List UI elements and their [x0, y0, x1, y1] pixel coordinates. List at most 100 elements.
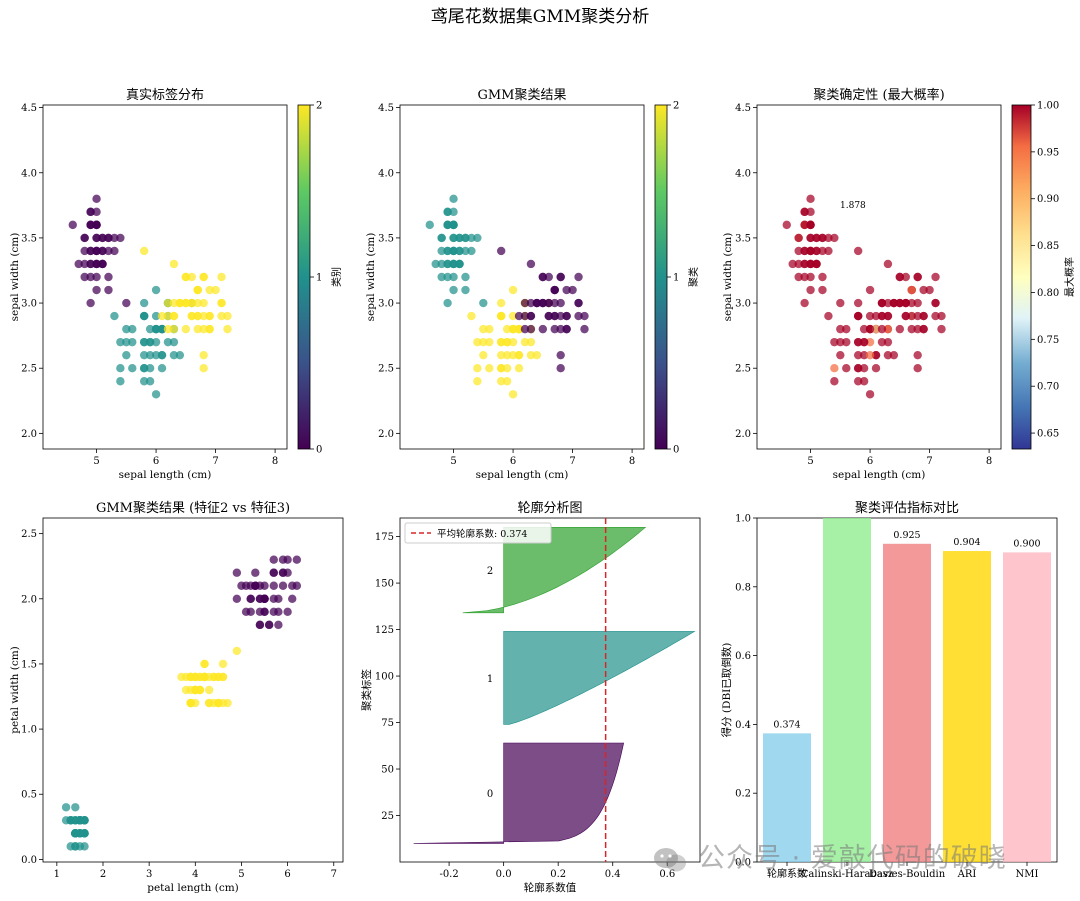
data-point — [177, 672, 186, 682]
data-point — [139, 350, 149, 360]
data-point — [544, 298, 553, 308]
data-point — [169, 350, 179, 360]
x-axis-label: sepal length (cm) — [833, 469, 926, 481]
y-tick-label: 1.0 — [735, 514, 751, 525]
y-tick-label: 4.5 — [378, 103, 394, 114]
data-point — [455, 233, 464, 243]
data-point — [562, 285, 571, 295]
data-point — [467, 233, 476, 243]
data-point — [853, 377, 863, 386]
data-point — [806, 285, 815, 295]
data-point — [496, 311, 506, 321]
y-axis-label: sepal width (cm) — [722, 233, 734, 322]
y-tick-label: 2.0 — [378, 429, 394, 440]
x-axis-label: sepal length (cm) — [119, 469, 212, 481]
data-point — [246, 581, 255, 590]
data-point — [925, 285, 934, 295]
data-point — [865, 390, 875, 399]
data-point — [800, 246, 809, 256]
data-point — [255, 607, 265, 617]
x-tick-label: 7 — [569, 456, 575, 467]
colorbar — [654, 104, 668, 450]
data-point — [260, 594, 269, 603]
data-point — [479, 324, 488, 334]
x-tick-label: 0.0 — [496, 869, 512, 880]
data-point — [818, 246, 827, 256]
data-point — [865, 350, 875, 360]
data-point — [116, 377, 125, 386]
data-point — [568, 285, 577, 295]
data-point — [116, 364, 125, 373]
data-point — [937, 324, 946, 334]
data-point — [232, 594, 242, 603]
x-tick-label: 7 — [926, 456, 932, 467]
data-point — [461, 246, 470, 256]
x-tick-label: NMI — [1016, 869, 1039, 880]
data-point — [550, 324, 559, 334]
data-point — [842, 364, 851, 373]
data-point — [139, 364, 149, 373]
x-tick-label: 5 — [93, 456, 99, 467]
data-point — [883, 311, 893, 321]
colorbar-tick-label: 2 — [673, 101, 679, 112]
data-point — [175, 298, 185, 308]
plot-area: 5 6 7 8 2.0 2.5 3.0 3.5 4.0 4.5 — [21, 103, 288, 467]
data-point — [782, 220, 791, 230]
data-point — [151, 285, 161, 295]
data-point — [794, 246, 803, 256]
data-point — [122, 337, 131, 347]
data-point — [278, 555, 288, 564]
data-point — [913, 324, 922, 334]
bar — [763, 733, 811, 862]
cluster-label: 0 — [487, 789, 493, 800]
data-point — [157, 311, 167, 321]
silhouette-band — [462, 526, 647, 614]
colorbar-tick-label: 0.65 — [1037, 429, 1059, 440]
data-point — [122, 350, 131, 360]
panel-metrics: 聚类评估指标对比 0.0 0.2 0.4 0.6 0.8 1.0 0.374 轮廓系数Cali… — [720, 501, 1058, 880]
colorbar-tick-label: 0.95 — [1037, 147, 1059, 158]
data-point — [806, 259, 815, 269]
data-point — [794, 233, 803, 243]
data-point — [80, 233, 89, 243]
data-point — [508, 285, 518, 295]
data-point — [437, 246, 446, 256]
data-point — [98, 233, 107, 243]
data-point — [485, 324, 494, 334]
data-point — [199, 364, 208, 373]
data-point — [883, 324, 893, 334]
y-tick-label: 3.5 — [735, 233, 751, 244]
data-point — [145, 377, 155, 386]
colorbar-tick-label: 0.75 — [1037, 335, 1059, 346]
data-point — [479, 298, 488, 308]
bar-value-label: 0.374 — [773, 719, 800, 730]
watermark: 公众号 · 爱敲代码的破晓 — [652, 836, 1052, 880]
data-point — [139, 246, 149, 256]
data-point — [80, 842, 89, 851]
panel-true-labels: 真实标签分布 5 6 7 8 2.0 2.5 3.0 3.5 4.0 4.5 sepal leng… — [9, 87, 343, 481]
data-point — [139, 377, 149, 386]
data-point — [830, 233, 839, 243]
data-point — [485, 364, 494, 373]
data-point — [163, 337, 173, 347]
plot-area: 0.0 0.2 0.4 0.6 0.8 1.0 0.374 轮廓系数Calinski-Hara… — [735, 514, 1058, 880]
colorbar-tick-label: 0.90 — [1037, 194, 1059, 205]
bar-value-label: 0.904 — [953, 537, 980, 548]
data-point — [443, 220, 452, 230]
data-point — [278, 581, 288, 590]
data-point — [871, 324, 881, 334]
plot-frame — [42, 517, 344, 863]
data-point — [86, 272, 95, 282]
data-point — [449, 220, 458, 230]
x-axis-label: 轮廓系数值 — [524, 881, 577, 894]
data-point — [550, 311, 559, 321]
data-point — [859, 324, 869, 334]
data-point — [538, 298, 548, 308]
y-tick-label: 0.0 — [21, 855, 37, 866]
data-point — [437, 272, 446, 282]
data-point — [278, 568, 288, 577]
y-tick-label: 0.0 — [735, 858, 751, 869]
data-point — [473, 337, 482, 347]
y-tick-label: 175 — [375, 532, 394, 543]
data-point — [907, 298, 916, 308]
